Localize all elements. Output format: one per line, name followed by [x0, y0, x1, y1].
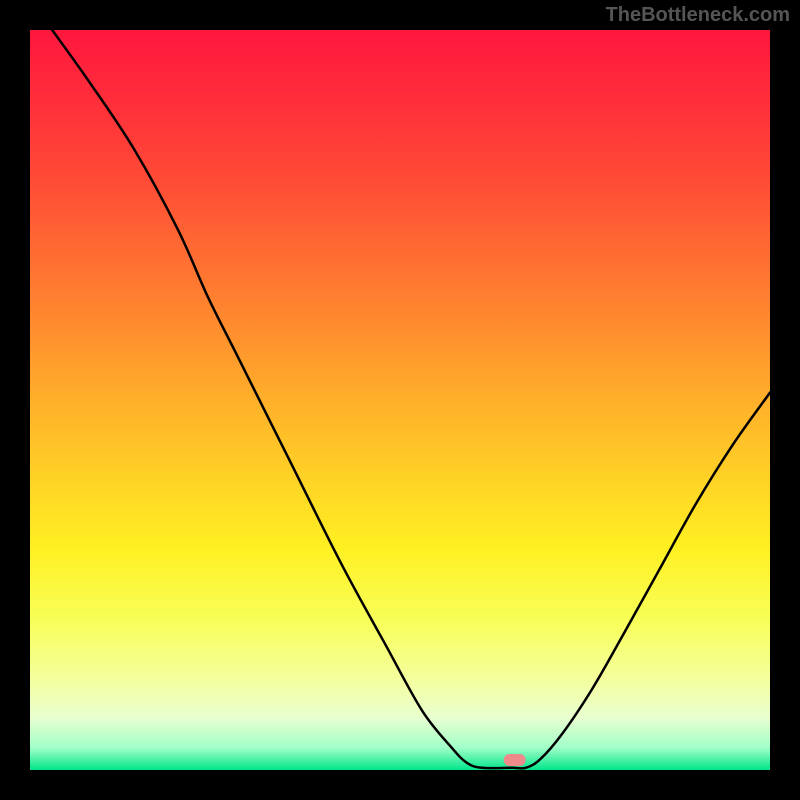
bottleneck-chart	[0, 0, 800, 800]
chart-container: TheBottleneck.com	[0, 0, 800, 800]
watermark-text: TheBottleneck.com	[606, 4, 790, 27]
gradient-background	[30, 30, 770, 770]
optimal-marker	[504, 754, 526, 766]
